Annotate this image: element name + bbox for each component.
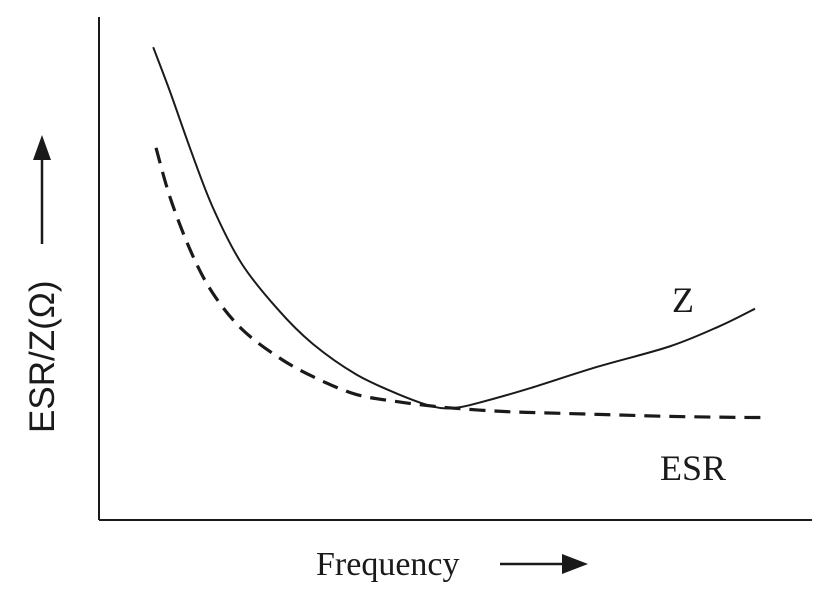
y-axis-arrow-head-icon [33, 135, 51, 160]
x-axis-label: Frequency [316, 546, 460, 583]
series-label-esr: ESR [660, 448, 726, 488]
series-label-z: Z [672, 280, 694, 320]
x-axis-label-group: Frequency [316, 546, 588, 583]
x-axis-arrow-head-icon [562, 554, 588, 574]
series-layer [152, 46, 770, 420]
series-line-esr [154, 147, 770, 420]
y-axis-label-group: ESR/Z(Ω) [23, 135, 62, 433]
y-axis-label: ESR/Z(Ω) [23, 280, 62, 433]
series-line-z [152, 46, 756, 410]
